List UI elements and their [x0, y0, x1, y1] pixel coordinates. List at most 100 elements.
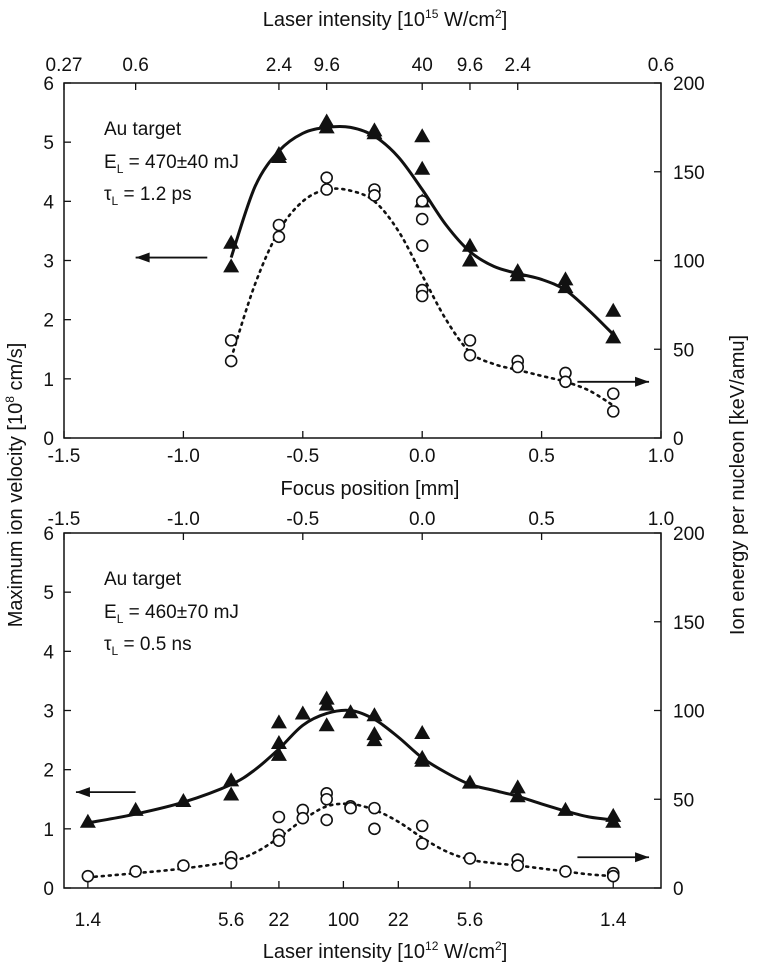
y-right-tick-label: 150 — [673, 163, 705, 184]
arrow-head — [75, 787, 90, 798]
bottom-chart-panel: 0 1 2 3 4 5 6 0 50 100 150 200 -1.5 -1.0 -0.5 0.0 0.5 1.0… — [43, 509, 704, 931]
y-right-tick-label: 200 — [673, 524, 705, 545]
y-left-tick-label: 4 — [43, 642, 54, 663]
data-point-circle — [272, 218, 286, 232]
y-left-tick-label: 5 — [43, 133, 54, 154]
data-point-circle — [177, 859, 190, 872]
data-point-triangle — [127, 801, 144, 816]
data-point-circle — [320, 171, 333, 184]
x-bottom-tick-label: 5.6 — [218, 910, 244, 931]
data-point-triangle — [557, 801, 574, 816]
x-top-tick-label: 0.0 — [409, 509, 435, 530]
x-top-tick-label: -0.5 — [286, 509, 319, 530]
data-point-triangle — [414, 724, 431, 739]
y-right-tick-label: 50 — [673, 340, 694, 361]
data-point-circle — [129, 865, 142, 878]
x-bottom-tick-label: -1.0 — [167, 446, 200, 467]
y-left-tick-label: 0 — [43, 879, 54, 900]
annotation-top-line3: τL = 1.2 ps — [104, 184, 192, 208]
data-point-circle — [559, 375, 572, 389]
data-point-triangle — [175, 793, 192, 808]
x-bottom-tick-label: 1.0 — [648, 446, 674, 467]
top-axis-title: Laser intensity [1015 W/cm2] — [263, 7, 508, 31]
data-point-triangle — [318, 696, 335, 711]
data-point-circle — [559, 865, 572, 878]
x-top-tick-label: 9.6 — [457, 55, 483, 76]
y-left-tick-label: 3 — [43, 252, 54, 273]
data-point-triangle — [509, 267, 526, 282]
y-left-tick-label: 6 — [43, 74, 54, 95]
y-right-tick-label: 50 — [673, 790, 694, 811]
x-top-tick-label: -1.0 — [167, 509, 200, 530]
x-bottom-tick-label: 22 — [388, 910, 409, 931]
data-point-circle — [511, 360, 525, 374]
arrow-head — [135, 252, 150, 263]
data-point-circle — [463, 334, 477, 347]
data-point-triangle — [270, 714, 287, 729]
data-point-triangle — [270, 735, 287, 750]
data-point-circle — [320, 792, 333, 806]
x-bottom-tick-label: 22 — [268, 910, 289, 931]
fit-curve-energy — [229, 187, 615, 407]
data-point-triangle — [414, 160, 431, 175]
data-point-triangle — [366, 707, 383, 722]
annotation-bottom: Au target EL = 460±70 mJ τL = 0.5 ns — [104, 569, 239, 658]
data-point-triangle — [294, 705, 311, 720]
y-right-tick-label: 0 — [673, 429, 684, 450]
data-point-circle — [415, 837, 429, 850]
top-chart-panel: 0 1 2 3 4 5 6 0 50 100 150 200 -1.5 -1.0 -0.5 0.0 0.5 1.0… — [43, 55, 704, 467]
x-bottom-tick-label: -1.5 — [48, 446, 81, 467]
data-point-triangle — [557, 279, 574, 294]
data-point-circle — [296, 811, 310, 825]
x-bottom-tick-label: 100 — [328, 910, 360, 931]
y-left-tick-label: 1 — [43, 820, 54, 841]
y-left-tick-label: 2 — [43, 761, 54, 782]
x-top-tick-label: 0.6 — [122, 55, 148, 76]
data-point-circle — [463, 852, 477, 865]
annotation-bottom-line3: τL = 0.5 ns — [104, 634, 192, 658]
data-point-circle — [272, 834, 286, 847]
data-point-triangle — [605, 329, 622, 344]
data-point-circle — [272, 230, 286, 244]
data-point-triangle — [223, 258, 240, 273]
data-point-circle — [606, 387, 620, 400]
data-point-triangle — [223, 234, 240, 249]
data-point-circle — [224, 856, 238, 870]
y-right-tick-label: 0 — [673, 879, 684, 900]
data-point-triangle — [509, 788, 526, 803]
annotation-top: Au target EL = 470±40 mJ τL = 1.2 ps — [104, 119, 239, 208]
data-point-circle — [368, 189, 381, 202]
data-point-triangle — [366, 125, 383, 140]
data-point-circle — [224, 334, 238, 347]
data-point-triangle — [461, 774, 478, 789]
x-top-tick-label: 0.27 — [46, 55, 83, 76]
data-point-triangle — [414, 752, 431, 767]
y-right-tick-label: 100 — [673, 702, 705, 723]
y-right-tick-label: 200 — [673, 74, 705, 95]
x-top-tick-label: -1.5 — [48, 509, 81, 530]
data-point-circle — [415, 195, 429, 208]
x-top-tick-label: 1.0 — [648, 509, 674, 530]
data-point-circle — [272, 810, 286, 824]
data-point-circle — [606, 869, 620, 883]
y-right-tick-label: 100 — [673, 252, 705, 273]
y-left-tick-label: 6 — [43, 524, 54, 545]
data-point-circle — [224, 354, 238, 368]
fit-curve-velocity — [229, 124, 615, 336]
y-left-tick-label: 5 — [43, 583, 54, 604]
y-left-tick-label: 3 — [43, 702, 54, 723]
data-point-triangle — [79, 813, 96, 828]
data-point-triangle — [557, 271, 574, 286]
y-left-tick-label: 4 — [43, 192, 54, 213]
x-bottom-tick-label: -0.5 — [286, 446, 319, 467]
data-point-triangle — [605, 302, 622, 317]
data-point-triangle — [366, 732, 383, 747]
annotation-bottom-line1: Au target — [104, 569, 182, 590]
fit-curve-energy — [86, 802, 615, 879]
x-axis-title-bottom-panel: Laser intensity [1012 W/cm2] — [263, 939, 508, 963]
x-bottom-tick-label: 1.4 — [75, 910, 102, 931]
x-top-tick-label: 2.4 — [266, 55, 293, 76]
data-point-triangle — [342, 704, 359, 719]
x-top-tick-label: 0.5 — [528, 509, 554, 530]
